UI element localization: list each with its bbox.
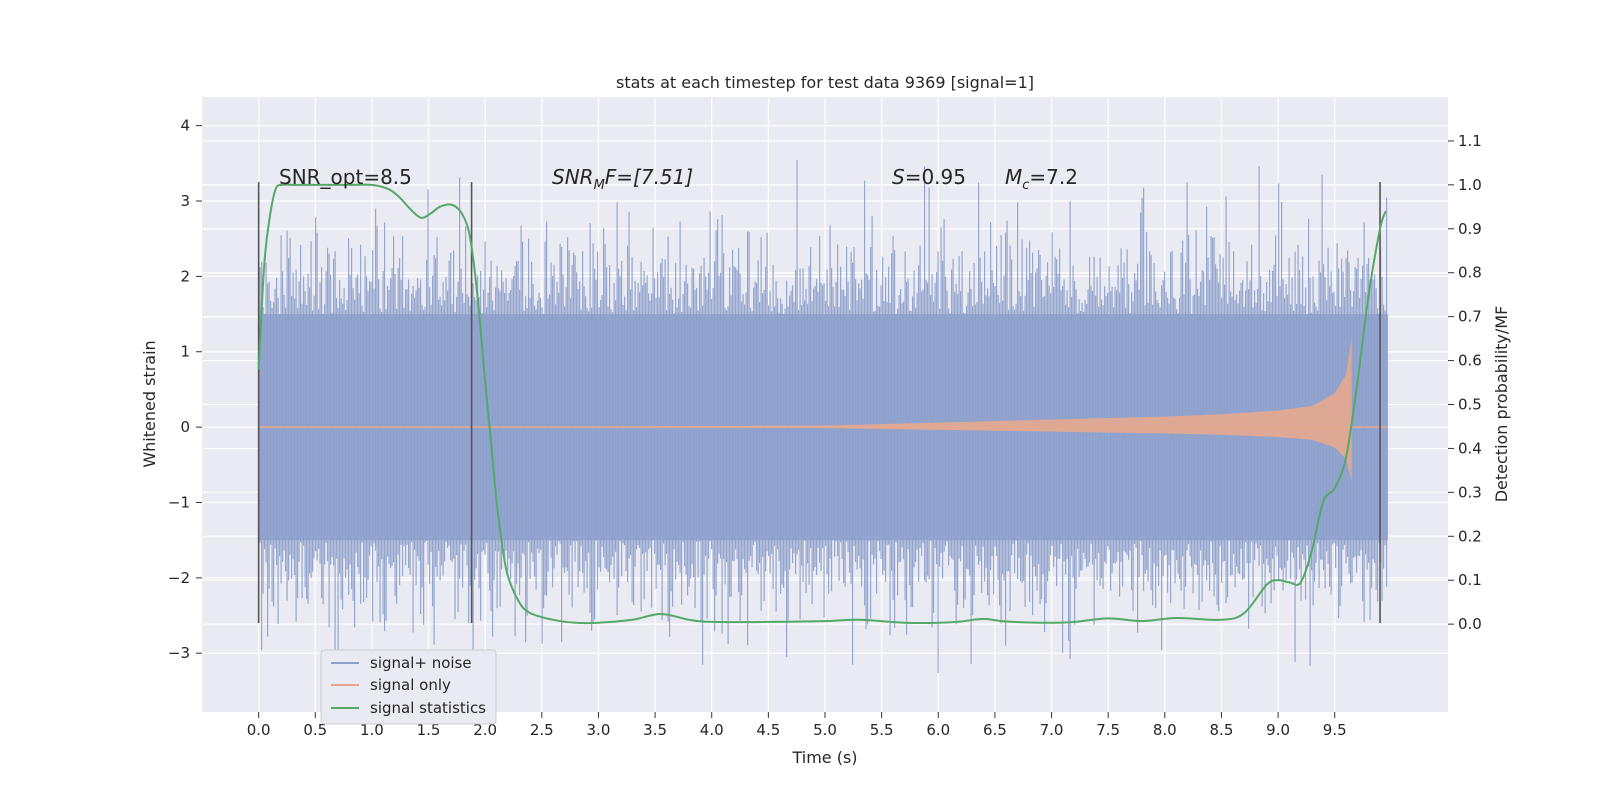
legend-label-noise: signal+ noise (370, 654, 472, 672)
y-tick-label: −2 (168, 569, 190, 587)
x-axis-label: Time (s) (791, 748, 857, 767)
chart-title: stats at each timestep for test data 936… (616, 73, 1034, 92)
y-right-tick-label: 0.0 (1458, 615, 1482, 633)
x-tick-label: 1.0 (360, 721, 384, 739)
x-tick-label: 5.0 (813, 721, 837, 739)
annotation-snr-opt: SNR_opt=8.5 (279, 165, 412, 189)
y-right-tick-label: 0.9 (1458, 220, 1482, 238)
legend-label-statistics: signal statistics (370, 699, 486, 717)
y-right-tick-label: 0.4 (1458, 439, 1482, 457)
legend: signal+ noise signal only signal statist… (320, 649, 497, 725)
x-tick-label: 3.5 (643, 721, 667, 739)
x-tick-label: 2.0 (473, 721, 497, 739)
annotation-s-name: S (892, 165, 905, 189)
x-tick-label: 7.5 (1096, 721, 1120, 739)
x-tick-label: 9.0 (1266, 721, 1290, 739)
x-tick-label: 9.5 (1323, 721, 1347, 739)
x-tick-label: 6.0 (926, 721, 950, 739)
y-right-axis-label: Detection probability/MF (1492, 306, 1511, 503)
annotation-snr-mf: SNRMF=[7.51] (552, 165, 693, 193)
legend-box (320, 649, 497, 725)
x-tick-label: 4.5 (756, 721, 780, 739)
x-tick-label: 0.0 (247, 721, 271, 739)
annotation-s-rest: =0.95 (905, 165, 966, 189)
y-right-tick-label: 0.8 (1458, 264, 1482, 282)
y-tick-label: 0 (180, 418, 190, 436)
vertical-markers (257, 182, 1381, 624)
x-tick-label: 1.5 (417, 721, 441, 739)
y-tick-label: 4 (180, 117, 190, 135)
y-right-tick-label: 1.0 (1458, 176, 1482, 194)
annotation-snr-mf-rest: F=[7.51] (605, 165, 693, 189)
x-tick-label: 8.0 (1153, 721, 1177, 739)
statistics-line (257, 183, 1387, 625)
x-tick-label: 8.5 (1210, 721, 1234, 739)
annotation-snr-mf-sub: M (594, 178, 605, 193)
chirp-series (258, 336, 1388, 482)
legend-label-signal-only: signal only (370, 676, 451, 694)
statistics-series (257, 183, 1387, 625)
y-right-tick-label: 0.1 (1458, 571, 1482, 589)
y-right-tick-label: 0.6 (1458, 352, 1482, 370)
y-axis-label: Whitened strain (140, 340, 159, 467)
x-tick-label: 5.5 (870, 721, 894, 739)
tick-layer: 0.0 0.5 1.0 1.5 2.0 2.5 3.0 3.5 4.0 4.5 5.0 5.5 6.0 6… (168, 117, 1482, 739)
y-tick-label: −1 (168, 493, 190, 511)
annotation-snr-mf-name: SNR (552, 165, 594, 189)
y-right-tick-label: 1.1 (1458, 132, 1482, 150)
y-tick-label: 3 (180, 192, 190, 210)
y-right-tick-label: 0.2 (1458, 527, 1482, 545)
y-tick-label: −3 (168, 644, 190, 662)
annotation-mc-name: M (1005, 165, 1022, 189)
x-tick-label: 7.0 (1040, 721, 1064, 739)
annotation-mc: Mc=7.2 (1005, 165, 1078, 193)
x-tick-label: 2.5 (530, 721, 554, 739)
annotation-mc-sub: c (1022, 178, 1029, 193)
y-tick-label: 2 (180, 267, 190, 285)
x-tick-label: 3.0 (587, 721, 611, 739)
y-right-tick-label: 0.5 (1458, 396, 1482, 414)
annotation-s: S=0.95 (892, 165, 966, 189)
x-tick-label: 6.5 (983, 721, 1007, 739)
annotation-mc-rest: =7.2 (1029, 165, 1078, 189)
x-tick-label: 4.0 (700, 721, 724, 739)
y-right-tick-label: 0.7 (1458, 308, 1482, 326)
y-right-tick-label: 0.3 (1458, 483, 1482, 501)
y-tick-label: 1 (180, 343, 190, 361)
x-tick-label: 0.5 (303, 721, 327, 739)
